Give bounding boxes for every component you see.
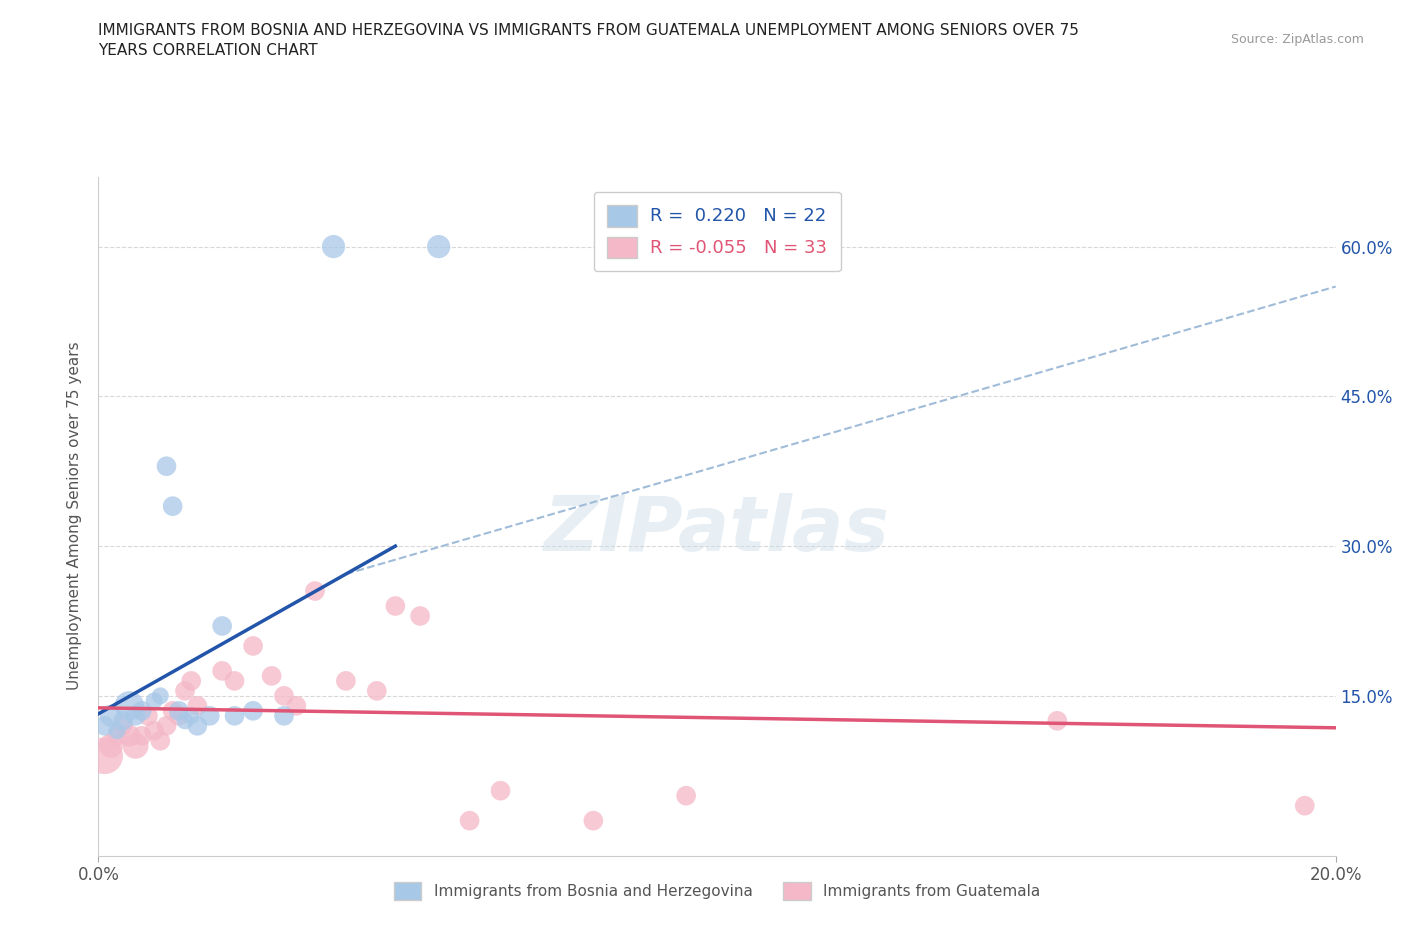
Point [1046,713,1069,728]
Point [174,713,197,728]
Point [1294,798,1316,813]
Point [427,239,450,254]
Point [242,639,264,654]
Point [180,673,202,688]
Point [285,698,308,713]
Point [489,783,512,798]
Text: ZIPatlas: ZIPatlas [544,493,890,566]
Point [273,688,295,703]
Point [149,688,172,703]
Point [162,703,184,718]
Point [322,239,344,254]
Point [167,703,190,718]
Point [186,698,208,713]
Point [136,709,159,724]
Point [131,728,153,743]
Y-axis label: Unemployment Among Seniors over 75 years: Unemployment Among Seniors over 75 years [67,342,83,690]
Point [224,673,246,688]
Point [131,703,153,718]
Text: IMMIGRANTS FROM BOSNIA AND HERZEGOVINA VS IMMIGRANTS FROM GUATEMALA UNEMPLOYMENT: IMMIGRANTS FROM BOSNIA AND HERZEGOVINA V… [98,23,1080,58]
Point [582,813,605,828]
Point [211,663,233,678]
Point [162,498,184,513]
Point [186,718,208,733]
Point [93,718,115,733]
Point [335,673,357,688]
Point [112,718,135,733]
Point [105,724,128,738]
Point [118,698,141,713]
Point [143,694,166,709]
Point [304,584,326,599]
Point [93,749,115,764]
Point [366,684,388,698]
Point [675,789,697,804]
Point [124,709,146,724]
Point [155,718,177,733]
Point [409,608,432,623]
Point [105,728,128,743]
Point [112,713,135,728]
Point [260,669,283,684]
Point [242,703,264,718]
Point [273,709,295,724]
Point [100,738,122,753]
Point [180,709,202,724]
Point [155,458,177,473]
Point [174,684,197,698]
Legend: Immigrants from Bosnia and Herzegovina, Immigrants from Guatemala: Immigrants from Bosnia and Herzegovina, … [382,870,1052,912]
Point [167,709,190,724]
Point [143,724,166,738]
Point [458,813,481,828]
Point [100,709,122,724]
Text: Source: ZipAtlas.com: Source: ZipAtlas.com [1230,33,1364,46]
Point [149,734,172,749]
Point [124,738,146,753]
Point [224,709,246,724]
Point [118,728,141,743]
Point [211,618,233,633]
Point [198,709,221,724]
Point [384,599,406,614]
